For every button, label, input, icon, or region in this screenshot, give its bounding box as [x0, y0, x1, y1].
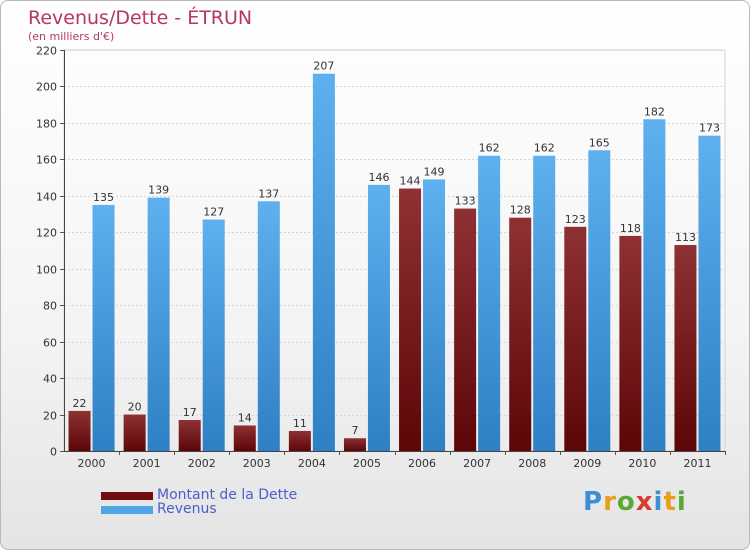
legend-swatch-debt: [101, 492, 153, 500]
value-label-revenus: 146: [368, 171, 389, 184]
y-tick-label: 180: [36, 118, 57, 131]
value-label-revenus: 173: [699, 122, 720, 135]
value-label-revenus: 149: [424, 165, 445, 178]
value-label-revenus: 127: [203, 206, 224, 219]
y-tick-label: 160: [36, 154, 57, 167]
x-tick-label: 2001: [133, 457, 161, 470]
x-tick-label: 2011: [683, 457, 711, 470]
bar-revenus: [367, 184, 390, 451]
y-tick-label: 60: [43, 337, 57, 350]
y-tick-label: 80: [43, 300, 57, 313]
bar-debt: [68, 410, 91, 451]
y-tick-label: 200: [36, 81, 57, 94]
bar-revenus: [147, 197, 170, 451]
bar-revenus: [698, 135, 721, 451]
value-label-debt: 128: [510, 204, 531, 217]
value-label-revenus: 137: [258, 187, 279, 200]
bar-debt: [619, 235, 642, 451]
value-label-debt: 20: [128, 401, 142, 414]
bar-debt: [564, 226, 587, 451]
bar-debt: [288, 430, 311, 451]
x-tick-label: 2004: [298, 457, 326, 470]
x-tick-label: 2010: [628, 457, 656, 470]
y-tick-label: 40: [43, 373, 57, 386]
legend-swatch-revenus: [101, 506, 153, 514]
y-tick-label: 220: [36, 45, 57, 58]
value-label-debt: 7: [351, 424, 358, 437]
value-label-revenus: 207: [313, 60, 334, 73]
value-label-revenus: 162: [479, 142, 500, 155]
value-label-debt: 144: [400, 175, 421, 188]
legend-label-revenus: Revenus: [157, 501, 217, 517]
proxiti-logo: Proxiti: [583, 487, 687, 517]
x-tick-label: 2006: [408, 457, 436, 470]
bar-revenus: [588, 150, 611, 451]
x-tick-label: 2003: [243, 457, 271, 470]
y-tick-label: 20: [43, 410, 57, 423]
x-tick-label: 2008: [518, 457, 546, 470]
value-label-revenus: 139: [148, 184, 169, 197]
chart-subtitle: (en milliers d'€): [28, 30, 115, 43]
x-tick-label: 2007: [463, 457, 491, 470]
y-tick-label: 100: [36, 264, 57, 277]
bar-debt: [233, 425, 256, 451]
bar-debt: [399, 188, 422, 451]
y-tick-label: 120: [36, 227, 57, 240]
bar-debt: [674, 245, 697, 451]
value-label-revenus: 162: [534, 142, 555, 155]
bar-revenus: [257, 201, 280, 451]
bar-debt: [178, 420, 201, 451]
value-label-debt: 22: [73, 397, 87, 410]
y-tick-label: 140: [36, 191, 57, 204]
value-label-debt: 133: [455, 195, 476, 208]
bar-debt: [454, 208, 477, 451]
legend-label-debt: Montant de la Dette: [157, 487, 298, 503]
x-tick-label: 2005: [353, 457, 381, 470]
chart-title: Revenus/Dette - ÉTRUN: [28, 7, 253, 29]
x-tick-label: 2002: [188, 457, 216, 470]
bar-revenus: [423, 179, 446, 451]
bar-debt: [123, 414, 146, 451]
value-label-debt: 118: [620, 222, 641, 235]
bar-revenus: [202, 219, 225, 451]
bar-revenus: [312, 73, 335, 451]
value-label-debt: 123: [565, 213, 586, 226]
y-tick-label: 0: [50, 446, 57, 459]
bar-revenus: [478, 155, 501, 451]
bar-debt: [509, 217, 532, 451]
value-label-debt: 14: [238, 411, 252, 424]
value-label-revenus: 182: [644, 105, 665, 118]
bar-revenus: [643, 119, 666, 451]
bar-debt: [343, 438, 366, 451]
bar-revenus: [533, 155, 556, 451]
value-label-revenus: 165: [589, 136, 610, 149]
value-label-revenus: 135: [93, 191, 114, 204]
value-label-debt: 11: [293, 417, 307, 430]
value-label-debt: 17: [183, 406, 197, 419]
value-label-debt: 113: [675, 231, 696, 244]
x-tick-label: 2000: [78, 457, 106, 470]
x-tick-label: 2009: [573, 457, 601, 470]
bar-revenus: [92, 204, 115, 451]
